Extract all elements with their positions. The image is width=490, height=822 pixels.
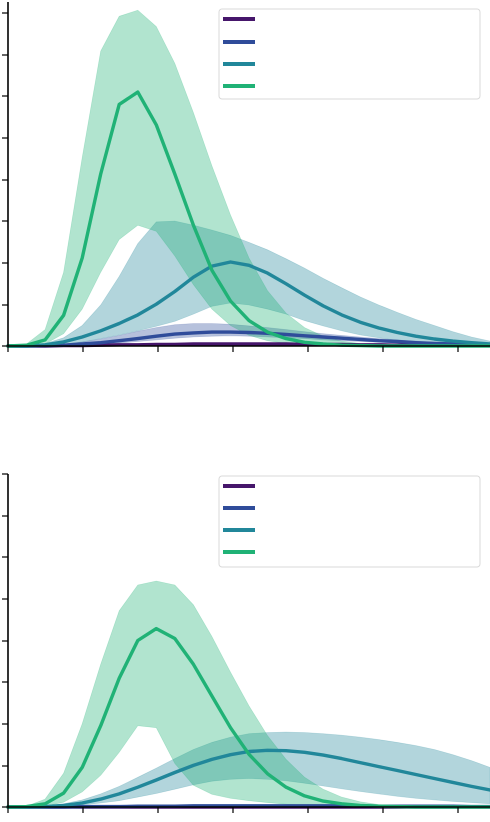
legend-frame: [218, 475, 481, 568]
series-3-line: [6, 260, 490, 348]
chart-top: [2, 2, 490, 352]
legend: [218, 8, 481, 100]
series-3-band: [7, 731, 490, 808]
series-4-band: [7, 580, 490, 808]
chart-bottom: [2, 473, 490, 813]
legend: [218, 475, 481, 568]
series-2-line: [6, 330, 490, 348]
legend-frame: [218, 8, 481, 100]
series-3-band: [7, 220, 490, 347]
series-4-band: [7, 9, 490, 347]
